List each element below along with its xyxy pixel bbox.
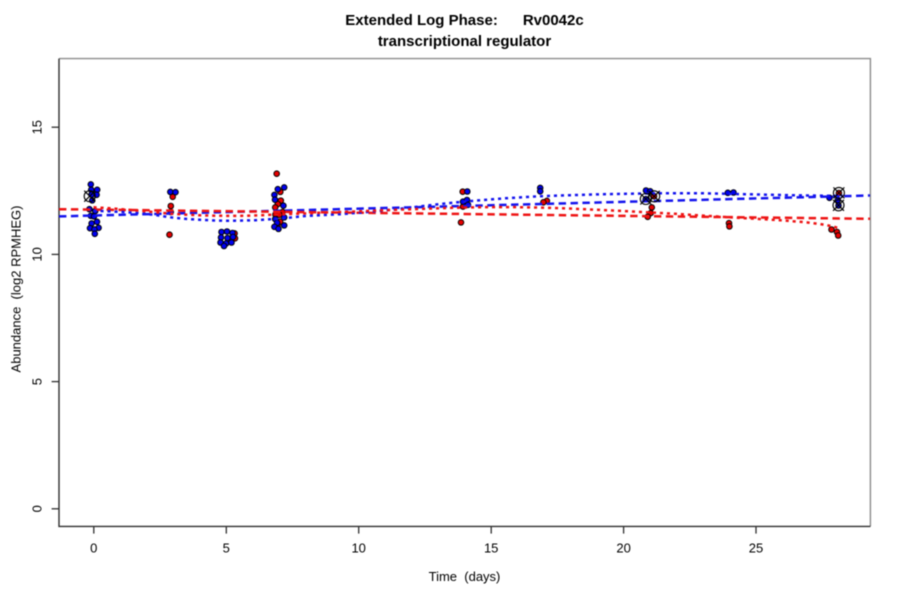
svg-text:10: 10 — [351, 541, 365, 556]
svg-text:Extended Log Phase: Rv004: Extended Log Phase: Rv0042c — [345, 12, 583, 29]
svg-text:transcriptional regulator: transcriptional regulator — [378, 33, 552, 50]
svg-text:5: 5 — [223, 541, 230, 556]
svg-text:0: 0 — [90, 541, 97, 556]
svg-text:20: 20 — [616, 541, 630, 556]
svg-text:Time (days): Time (days) — [429, 569, 501, 584]
svg-text:0: 0 — [30, 505, 45, 512]
svg-text:15: 15 — [484, 541, 498, 556]
svg-text:Abundance (log2 RPMHEG): Abundance (log2 RPMHEG) — [9, 206, 24, 373]
svg-text:10: 10 — [30, 247, 45, 261]
svg-text:25: 25 — [749, 541, 763, 556]
svg-text:15: 15 — [30, 120, 45, 134]
svg-text:5: 5 — [30, 378, 45, 385]
